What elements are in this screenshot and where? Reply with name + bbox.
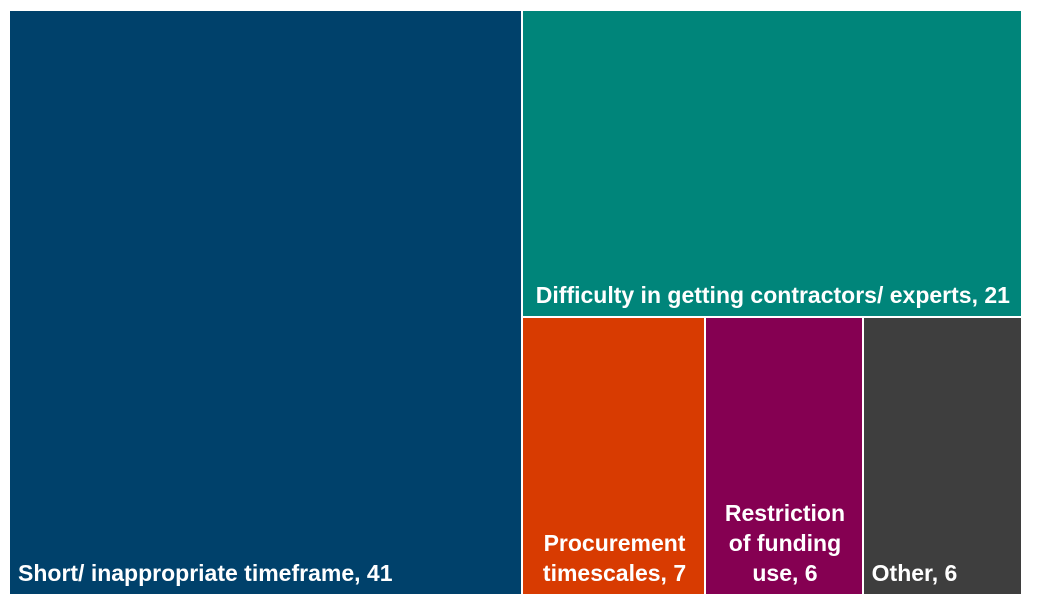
tile-label-restriction-funding: Restriction of funding use, 6	[724, 499, 846, 586]
tile-procurement-timescales: Procurement timescales, 7	[522, 318, 705, 594]
tile-label-difficulty-contractors: Difficulty in getting contractors/ exper…	[535, 282, 1010, 309]
tile-difficulty-contractors: Difficulty in getting contractors/ exper…	[522, 11, 1021, 317]
tile-label-other: Other, 6	[871, 559, 958, 586]
tile-restriction-funding: Restriction of funding use, 6	[706, 318, 862, 594]
tile-short-timeframe: Short/ inappropriate timeframe, 41	[10, 11, 521, 594]
tile-other: Other, 6	[863, 318, 1021, 594]
tile-label-short-timeframe: Short/ inappropriate timeframe, 41	[18, 560, 393, 586]
tile-label-procurement-timescales: Procurement timescales, 7	[542, 529, 687, 586]
